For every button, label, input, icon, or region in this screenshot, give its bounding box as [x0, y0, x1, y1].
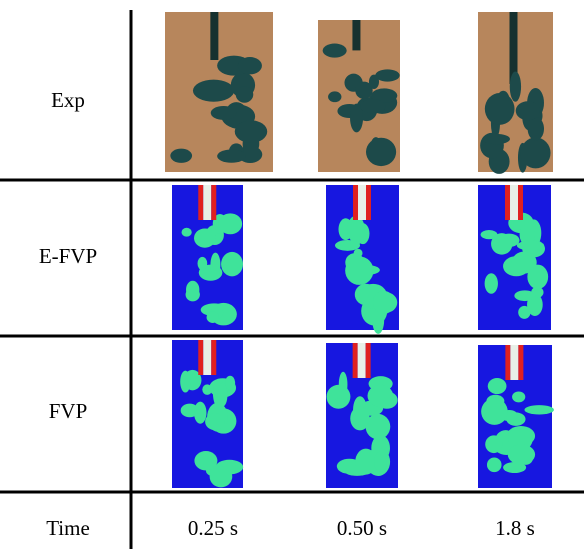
blob — [182, 228, 192, 237]
blob — [218, 383, 228, 407]
nozzle — [210, 12, 218, 60]
nozzle-wall — [198, 185, 203, 220]
blob — [487, 458, 502, 473]
blob — [193, 80, 234, 102]
simulation-image — [478, 345, 554, 488]
blob — [485, 93, 515, 125]
time-value: 0.50 s — [337, 516, 387, 540]
nozzle-core — [358, 185, 366, 220]
experiment-image — [478, 12, 553, 174]
blob — [360, 99, 386, 113]
nozzle-wall — [353, 343, 358, 378]
blob — [488, 378, 507, 394]
blob — [350, 406, 369, 430]
blob — [333, 398, 346, 407]
nozzle-core — [358, 343, 366, 378]
simulation-image — [478, 185, 551, 330]
nozzle-wall — [518, 345, 523, 380]
nozzle-wall — [211, 185, 216, 220]
nozzle-wall — [366, 185, 371, 220]
blob — [369, 75, 379, 89]
blob — [374, 452, 387, 472]
nozzle-core — [510, 345, 518, 380]
blob — [518, 306, 530, 319]
nozzle-wall — [518, 185, 523, 220]
blob — [485, 273, 498, 293]
blob — [512, 391, 525, 402]
nozzle-wall — [505, 185, 510, 220]
row-label: FVP — [49, 399, 88, 423]
blob — [521, 137, 551, 168]
blob — [202, 384, 212, 395]
blob — [180, 371, 190, 393]
nozzle-core — [203, 185, 211, 220]
blob — [368, 385, 394, 407]
blob — [375, 69, 399, 81]
time-value: 1.8 s — [495, 516, 535, 540]
nozzle — [352, 20, 360, 50]
figure: Exp E-FVP FVP Time 0.25 s 0.50 s 1.8 s — [0, 0, 584, 549]
nozzle-core — [203, 340, 211, 375]
time-label: Time — [46, 516, 90, 540]
blob — [198, 257, 208, 270]
simulation-image — [172, 185, 243, 330]
row-label: Exp — [51, 88, 85, 112]
blob — [482, 134, 510, 144]
blob — [335, 240, 360, 251]
blob — [236, 86, 254, 102]
blob — [225, 376, 235, 390]
blob — [512, 251, 537, 273]
blob — [366, 138, 396, 166]
blob — [194, 402, 206, 424]
nozzle-wall — [198, 340, 203, 375]
nozzle-wall — [366, 343, 371, 378]
blob — [528, 117, 544, 141]
blob — [221, 252, 243, 276]
blob — [210, 253, 220, 277]
nozzle-wall — [353, 185, 358, 220]
nozzle-core — [510, 185, 518, 220]
row-label: E-FVP — [39, 244, 97, 268]
blob — [210, 466, 233, 487]
blob — [207, 312, 219, 323]
page: {"rows": [{"label": "Exp"}, {"label": "E… — [0, 0, 584, 549]
blob — [485, 435, 502, 453]
blob — [235, 120, 267, 143]
blob — [211, 106, 237, 120]
panels — [165, 12, 554, 488]
blob — [516, 101, 540, 120]
blob — [491, 233, 512, 254]
experiment-image — [318, 20, 400, 172]
blob — [170, 149, 192, 163]
experiment-image — [165, 12, 273, 172]
blob — [373, 291, 395, 314]
time-value: 0.25 s — [188, 516, 238, 540]
nozzle-wall — [211, 340, 216, 375]
blob — [345, 256, 373, 284]
blob — [514, 290, 535, 301]
nozzle-wall — [505, 345, 510, 380]
blob — [323, 44, 347, 58]
blob — [481, 398, 508, 425]
blob — [508, 444, 535, 464]
blob — [517, 241, 544, 251]
blob — [510, 72, 521, 102]
simulation-image — [326, 343, 398, 488]
blob — [194, 228, 216, 247]
blob — [524, 405, 553, 414]
blob — [355, 449, 376, 475]
blob — [218, 213, 242, 234]
blob — [194, 451, 217, 470]
blob — [238, 57, 262, 74]
blob — [186, 281, 199, 299]
blob — [205, 413, 224, 430]
simulation-image — [172, 340, 243, 488]
blob — [217, 149, 246, 162]
blob — [328, 91, 341, 102]
simulation-image — [326, 185, 399, 334]
